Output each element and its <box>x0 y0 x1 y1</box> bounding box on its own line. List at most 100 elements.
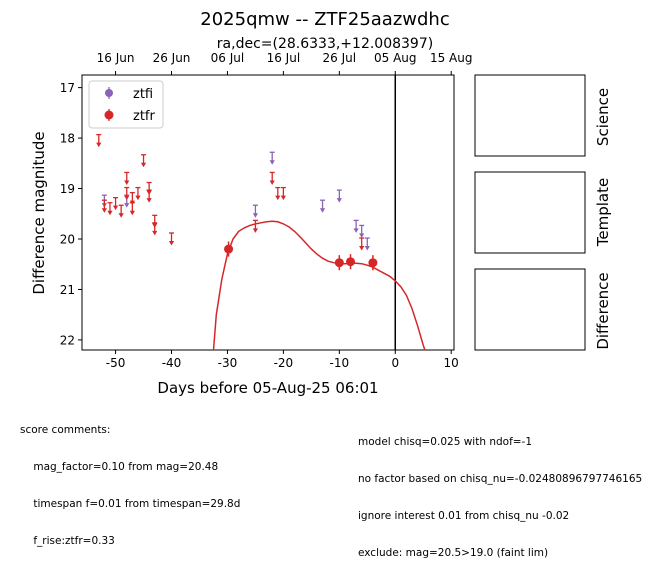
detection-point <box>334 255 344 271</box>
upper-limit-marker <box>168 232 175 246</box>
detection-point <box>224 241 234 257</box>
upper-limit-marker <box>135 186 141 201</box>
upper-limit-marker <box>124 186 130 201</box>
top-tick-label: 06 Jul <box>211 51 245 65</box>
x-tick-label: -30 <box>218 356 238 370</box>
upper-limit-marker <box>101 199 107 213</box>
upper-limit-arrowhead <box>280 195 286 201</box>
template-cutout-panel <box>474 171 586 254</box>
upper-limit-marker <box>336 189 342 203</box>
figure: 2025qmw -- ZTF25aazwdhc ra,dec=(28.6333,… <box>30 9 612 397</box>
upper-limit-arrowhead <box>252 213 259 218</box>
comment-line: exclude: mag=20.5>19.0 (faint lim) <box>358 547 549 560</box>
x-tick-label: -20 <box>274 356 294 370</box>
data-marks <box>96 133 378 271</box>
top-tick-label: 26 Jul <box>323 51 357 65</box>
x-tick-label: 10 <box>444 356 459 370</box>
upper-limit-marker <box>252 204 259 218</box>
upper-limit-marker <box>269 171 275 185</box>
y-tick-label: 19 <box>60 182 75 196</box>
upper-limit-marker <box>112 197 119 211</box>
upper-limit-arrowhead <box>129 210 135 216</box>
upper-limit-arrowhead <box>96 142 102 148</box>
upper-limit-arrowhead <box>319 208 326 213</box>
upper-limit-arrowhead <box>118 213 124 218</box>
comment-line: ignore interest 0.01 from chisq_nu -0.02 <box>358 510 570 523</box>
x-axis-ticks: -50 -40 -30 -20 -10 0 10 <box>106 350 459 370</box>
score-comments: score comments: mag_factor=0.10 from mag… <box>20 399 240 560</box>
upper-limit-arrowhead <box>359 233 365 238</box>
upper-limit-arrowhead <box>112 205 119 211</box>
science-panel-label: Science <box>594 88 612 146</box>
difference-panel-label: Difference <box>594 272 612 349</box>
upper-limit-marker <box>353 219 359 233</box>
upper-limit-arrowhead <box>275 195 281 201</box>
upper-limit-arrowhead <box>152 230 158 236</box>
upper-limit-marker <box>269 151 275 165</box>
template-panel-label: Template <box>594 178 612 247</box>
y-tick-label: 18 <box>60 132 75 146</box>
upper-limit-marker <box>96 133 102 148</box>
upper-limit-arrowhead <box>124 203 130 208</box>
comment-line: f_rise:ztfr=0.33 <box>20 535 115 548</box>
upper-limit-marker <box>146 189 152 203</box>
upper-limit-marker <box>107 202 113 216</box>
upper-limit-arrowhead <box>269 180 275 185</box>
chart-title: 2025qmw -- ZTF25aazwdhc <box>200 9 449 30</box>
x-tick-label: -10 <box>330 356 350 370</box>
light-curve-plot <box>81 74 455 351</box>
upper-limit-marker <box>280 186 286 201</box>
legend-ztfi-marker <box>105 89 113 97</box>
top-tick-label: 16 Jul <box>267 51 301 65</box>
upper-limit-arrowhead <box>140 162 147 168</box>
upper-limit-marker <box>140 154 147 168</box>
legend-ztfr-marker <box>104 110 114 120</box>
upper-limit-arrowhead <box>353 228 359 233</box>
model-comments: model chisq=0.025 with ndof=-1 no factor… <box>358 411 650 572</box>
upper-limit-marker <box>359 237 365 251</box>
upper-limit-arrowhead <box>359 246 365 251</box>
upper-limit-arrowhead <box>124 195 130 201</box>
upper-limit-arrowhead <box>107 210 113 216</box>
top-tick-label: 05 Aug <box>374 51 417 65</box>
difference-cutout-panel <box>474 268 586 351</box>
y-tick-label: 21 <box>60 283 75 297</box>
x-tick-label: 0 <box>391 356 399 370</box>
legend-ztfi-label: ztfi <box>133 87 153 102</box>
upper-limit-arrowhead <box>101 208 107 213</box>
upper-limit-arrowhead <box>146 198 152 203</box>
science-cutout-panel <box>474 74 586 157</box>
upper-limit-arrowhead <box>124 180 130 185</box>
detection-point <box>368 255 378 271</box>
comment-line: timespan f=0.01 from timespan=29.8d <box>20 498 241 511</box>
detection-marker <box>368 258 378 268</box>
y-tick-label: 17 <box>60 81 75 95</box>
plot-frame <box>81 74 455 351</box>
upper-limit-marker <box>124 171 130 185</box>
detection-marker <box>346 257 356 267</box>
x-axis-label: Days before 05-Aug-25 06:01 <box>157 379 378 397</box>
detection-point <box>346 254 356 270</box>
detection-marker <box>224 244 234 254</box>
upper-limit-marker <box>319 199 326 213</box>
upper-limit-arrowhead <box>168 240 175 246</box>
upper-limit-marker <box>252 219 259 233</box>
y-tick-label: 22 <box>60 333 75 347</box>
legend-ztfr-label: ztfr <box>133 109 155 124</box>
upper-limit-marker <box>129 202 135 216</box>
comment-line: no factor based on chisq_nu=-0.024808967… <box>358 473 643 486</box>
y-tick-label: 20 <box>60 232 75 246</box>
top-date-axis: 16 Jun 26 Jun 06 Jul 16 Jul 26 Jul 05 Aug 15 A… <box>97 51 473 75</box>
upper-limit-arrowhead <box>336 198 342 203</box>
top-tick-label: 26 Jun <box>153 51 191 65</box>
y-axis-label: Difference magnitude <box>30 131 48 294</box>
comment-line: mag_factor=0.10 from mag=20.48 <box>20 461 219 474</box>
top-tick-label: 15 Aug <box>430 51 473 65</box>
upper-limit-arrowhead <box>269 160 275 165</box>
upper-limit-marker <box>152 222 158 236</box>
y-axis-ticks: 17 18 19 20 21 22 <box>60 81 82 347</box>
x-tick-label: -50 <box>106 356 126 370</box>
comment-line: model chisq=0.025 with ndof=-1 <box>358 435 533 448</box>
comment-line: score comments: <box>20 423 111 436</box>
detection-marker <box>334 258 344 268</box>
